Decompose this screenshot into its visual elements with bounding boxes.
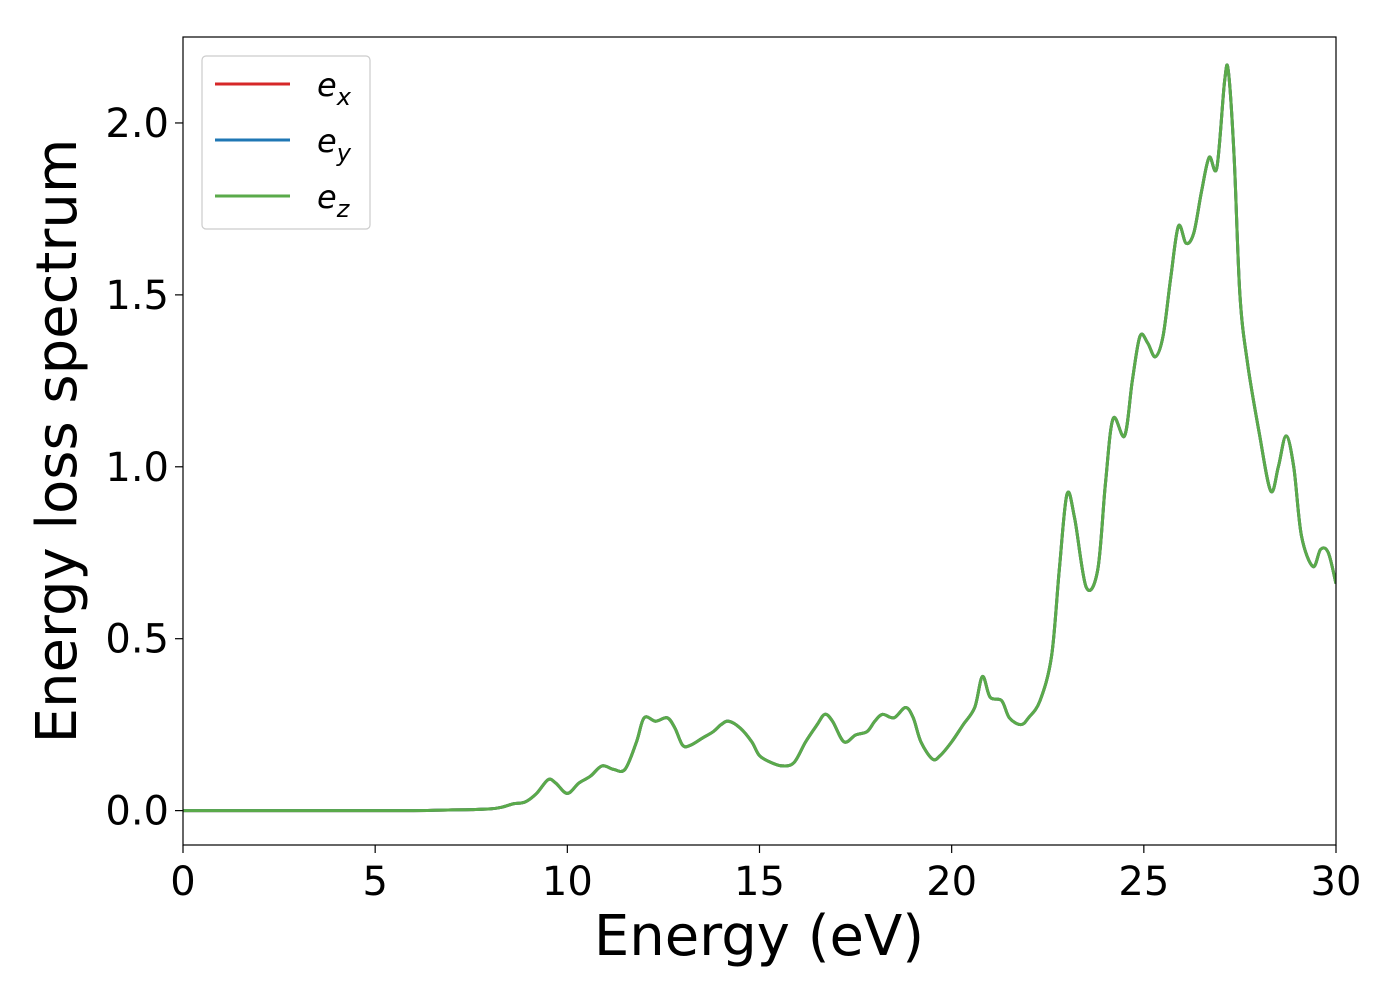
y-tick-label: 1.0 xyxy=(105,445,169,491)
x-tick-label: 5 xyxy=(362,859,387,905)
y-tick-label: 0.5 xyxy=(105,617,169,663)
legend-label-x: ex xyxy=(317,66,352,111)
legend-box xyxy=(201,55,371,230)
x-tick-label: 20 xyxy=(926,859,977,905)
y-tick-label: 1.5 xyxy=(105,273,169,319)
x-tick-label: 10 xyxy=(542,859,593,905)
x-axis-ticks: 0 5 10 15 20 25 30 xyxy=(170,845,1361,905)
x-tick-label: 30 xyxy=(1311,859,1362,905)
y-tick-label: 2.0 xyxy=(105,101,169,147)
legend-label-z: ez xyxy=(317,178,351,223)
y-axis-label: Energy loss spectrum xyxy=(25,139,90,744)
x-tick-label: 0 xyxy=(170,859,195,905)
legend: ex ey ez xyxy=(201,55,371,230)
x-axis-label: Energy (eV) xyxy=(594,904,924,969)
series-layer xyxy=(183,63,1336,813)
y-tick-label: 0.0 xyxy=(105,789,169,835)
legend-label-y: ey xyxy=(317,122,352,167)
x-tick-label: 25 xyxy=(1118,859,1169,905)
series-line-z xyxy=(183,63,1336,813)
y-axis-ticks: 0.0 0.5 1.0 1.5 2.0 xyxy=(105,101,183,835)
x-tick-label: 15 xyxy=(734,859,785,905)
